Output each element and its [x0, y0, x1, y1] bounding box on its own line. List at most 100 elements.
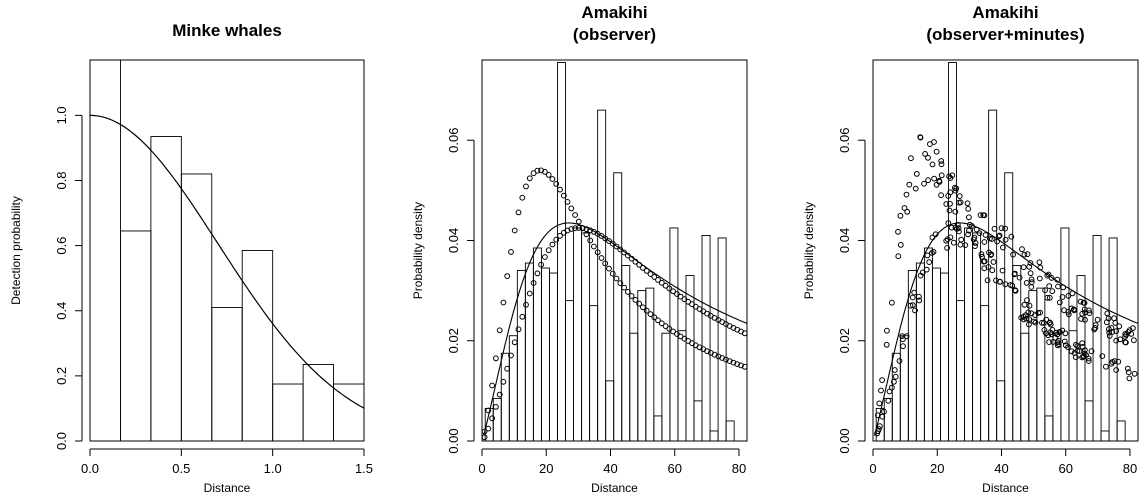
- density-point: [901, 205, 908, 211]
- density-point: [1069, 290, 1076, 297]
- density-point: [651, 274, 658, 280]
- density-point: [966, 227, 972, 234]
- histogram-bar: [891, 352, 901, 442]
- density-point: [1002, 236, 1009, 243]
- density-point: [526, 290, 533, 297]
- density-point: [1000, 244, 1006, 251]
- density-point: [508, 352, 514, 359]
- histogram-bar: [915, 262, 925, 442]
- density-point: [575, 218, 582, 225]
- histogram-bar: [524, 262, 534, 442]
- density-point: [1011, 271, 1018, 278]
- density-point: [515, 209, 522, 216]
- fitted-density-curve: [483, 222, 748, 436]
- density-point: [966, 214, 972, 221]
- density-point: [625, 289, 631, 295]
- histogram-bar: [589, 305, 599, 442]
- histogram-bar: [931, 267, 941, 442]
- density-point: [1028, 276, 1035, 283]
- histogram-bar: [948, 62, 957, 442]
- density-point: [1092, 322, 1099, 329]
- density-point: [1047, 319, 1053, 326]
- panel-minke: Minke whales 0.0 0.5 1.0 1.5 Distance 0.0 0.2 0.…: [9, 21, 373, 495]
- histogram-bar: [549, 272, 558, 442]
- density-point: [1012, 287, 1018, 294]
- density-point: [500, 378, 507, 385]
- density-point: [666, 325, 673, 332]
- density-point: [947, 175, 954, 181]
- histogram-bar: [725, 420, 735, 442]
- y-tick-label: 1.0: [54, 106, 69, 124]
- density-point: [903, 333, 910, 340]
- density-point: [998, 225, 1005, 232]
- density-point: [1041, 327, 1048, 333]
- density-point: [1021, 301, 1028, 308]
- y-tick-label: 0.02: [837, 328, 852, 353]
- density-point: [944, 245, 950, 251]
- density-point: [523, 183, 529, 190]
- density-point: [1055, 337, 1062, 344]
- density-point: [973, 226, 980, 233]
- density-point: [1116, 323, 1123, 330]
- density-point: [1055, 341, 1062, 348]
- density-point: [875, 428, 881, 435]
- density-point: [591, 243, 597, 250]
- density-point: [987, 235, 993, 242]
- x-tick-label: 20: [539, 461, 553, 476]
- density-point: [1086, 310, 1093, 317]
- density-point: [613, 275, 620, 282]
- density-point: [617, 280, 624, 287]
- density-point: [1021, 251, 1028, 258]
- histogram-bar: [565, 300, 574, 442]
- density-point: [917, 272, 924, 279]
- panel-amakihi2: Amakihi (observer+minutes) 0 20 40 60 80 Distan…: [802, 3, 1139, 495]
- density-point: [892, 373, 899, 380]
- panel-amakihi1: Amakihi (observer) 0 20 40 60 80 Distance 0.00 0.…: [411, 3, 748, 495]
- density-point: [658, 279, 665, 286]
- density-point: [989, 267, 996, 274]
- density-point: [1044, 294, 1051, 301]
- density-point: [921, 180, 927, 187]
- density-point: [549, 241, 556, 248]
- density-point: [1002, 225, 1008, 232]
- histogram-bars: [89, 59, 365, 442]
- density-point: [938, 192, 944, 199]
- density-point: [977, 212, 984, 219]
- density-point: [956, 228, 962, 235]
- density-point: [948, 224, 955, 231]
- density-point: [1028, 279, 1035, 286]
- density-point: [1009, 282, 1016, 289]
- density-point: [1061, 338, 1068, 345]
- x-axis-label: Distance: [982, 481, 1029, 495]
- density-point: [946, 173, 952, 180]
- x-axis-label: Distance: [204, 481, 251, 495]
- density-point: [1104, 310, 1111, 317]
- density-point: [485, 425, 492, 432]
- density-point: [568, 205, 575, 212]
- density-point: [917, 134, 924, 141]
- density-point: [979, 253, 985, 260]
- histogram-bar: [629, 332, 639, 442]
- histogram-bar: [605, 380, 615, 442]
- density-point: [932, 231, 939, 238]
- density-point: [1079, 310, 1086, 317]
- density-point: [572, 212, 578, 218]
- density-point: [643, 307, 650, 314]
- histogram-bar: [923, 247, 933, 442]
- histogram-bar: [972, 232, 982, 442]
- density-point: [557, 186, 563, 193]
- density-point: [1048, 331, 1055, 338]
- density-point: [1042, 287, 1048, 294]
- density-point: [957, 241, 964, 248]
- density-point: [924, 252, 931, 259]
- histogram-bar: [883, 397, 893, 442]
- density-point: [538, 261, 544, 268]
- density-point: [952, 187, 959, 194]
- density-point: [1024, 297, 1030, 304]
- density-point: [926, 259, 933, 266]
- density-point: [883, 341, 890, 348]
- density-point: [990, 259, 997, 265]
- density-point: [534, 167, 541, 174]
- density-point: [1106, 329, 1113, 336]
- density-point: [1092, 325, 1099, 331]
